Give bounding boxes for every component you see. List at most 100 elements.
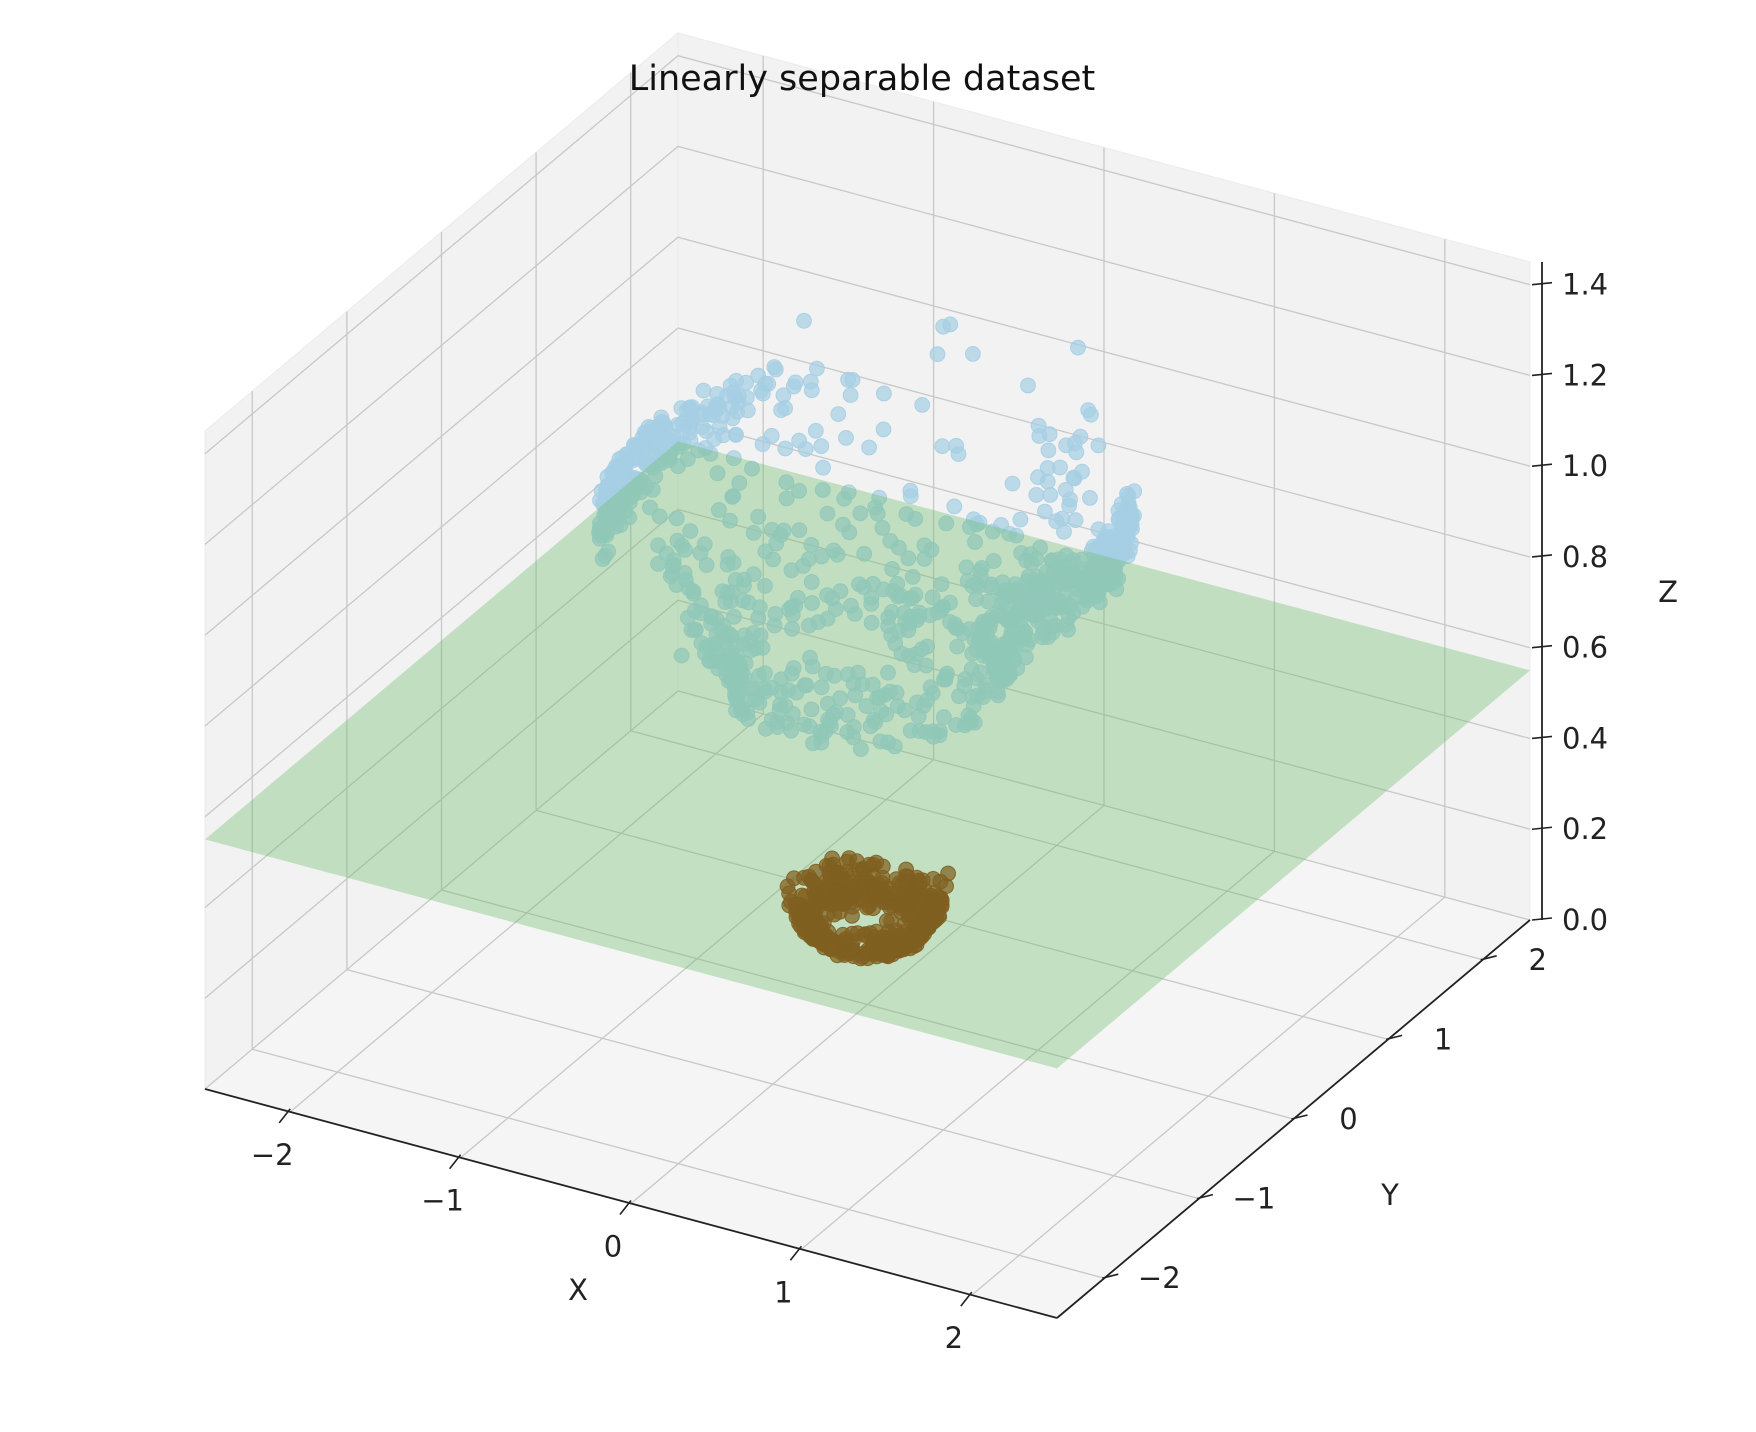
data-point [724, 489, 741, 505]
data-point [695, 382, 712, 399]
chart-title: Linearly separable dataset [629, 59, 1096, 99]
data-point [598, 500, 615, 517]
data-point [844, 907, 860, 924]
data-point [819, 695, 836, 712]
data-point [1083, 543, 1100, 559]
data-point [791, 522, 808, 538]
data-point [757, 578, 773, 594]
data-point [949, 638, 966, 655]
data-point [965, 346, 981, 362]
data-point [876, 385, 892, 402]
data-point [975, 647, 992, 664]
y-axis-label: Y [1380, 1178, 1399, 1212]
x-tick-label: −2 [251, 1138, 294, 1172]
data-point [1048, 513, 1065, 530]
data-point [696, 536, 713, 553]
data-point [950, 446, 967, 463]
data-point [976, 615, 993, 632]
data-point [1070, 339, 1086, 356]
data-point [731, 475, 748, 491]
data-point [904, 569, 921, 585]
data-point [960, 707, 977, 724]
data-point [669, 532, 686, 549]
data-point [784, 606, 801, 623]
data-point [862, 925, 879, 941]
data-point [1005, 638, 1022, 654]
data-point [711, 399, 728, 416]
decision-plane [205, 441, 1530, 1069]
data-point [838, 430, 854, 446]
z-tick [1531, 644, 1553, 649]
data-point [880, 664, 896, 681]
data-point [806, 908, 822, 925]
data-point [750, 367, 767, 384]
data-point [929, 346, 946, 363]
data-point [883, 897, 900, 914]
data-point [797, 441, 814, 458]
data-point [1067, 512, 1084, 529]
data-point [737, 655, 754, 672]
data-point [751, 599, 768, 616]
data-point [842, 387, 859, 404]
data-point [858, 698, 875, 714]
data-point [902, 488, 919, 505]
data-point [791, 483, 807, 499]
data-point [985, 523, 1001, 540]
data-point [1056, 523, 1072, 540]
data-point [852, 505, 869, 522]
z-tick [1531, 735, 1553, 740]
data-point [751, 667, 768, 684]
z-tick-label: 1.0 [1562, 449, 1608, 483]
z-tick [1531, 917, 1553, 921]
data-point [1083, 406, 1099, 423]
x-tick-label: 1 [774, 1275, 792, 1309]
data-point [875, 421, 892, 438]
data-point [819, 505, 836, 522]
grid-line-z [204, 508, 1531, 908]
data-point [796, 312, 812, 329]
y-tick-label: 0 [1339, 1102, 1357, 1136]
data-point [744, 460, 760, 477]
data-point [735, 636, 752, 653]
data-point [880, 618, 897, 634]
data-point [974, 560, 990, 576]
y-tick-label: 1 [1434, 1022, 1452, 1056]
data-point [685, 583, 702, 600]
data-point [767, 606, 784, 622]
data-point [1042, 487, 1059, 503]
data-point [767, 361, 784, 378]
data-point [998, 585, 1014, 602]
data-point [1028, 487, 1045, 503]
data-point [935, 599, 952, 615]
data-point [1018, 552, 1035, 569]
data-point [869, 505, 886, 522]
z-tick-label: 0.6 [1562, 631, 1608, 665]
data-point [924, 685, 941, 702]
data-point [1020, 377, 1036, 394]
data-point [924, 589, 941, 606]
data-point [778, 474, 795, 491]
data-point [1040, 442, 1057, 459]
data-point [933, 576, 950, 592]
data-point [906, 657, 923, 673]
z-tick [1531, 463, 1553, 468]
data-point [803, 574, 820, 590]
y-tick [1196, 1193, 1214, 1200]
data-point [790, 590, 806, 606]
data-point [900, 550, 917, 567]
data-point [765, 551, 781, 568]
data-point [764, 679, 780, 696]
data-point [594, 551, 611, 567]
grid-line-z [204, 599, 1531, 999]
data-point [871, 689, 888, 706]
data-point [913, 641, 930, 658]
data-point [813, 679, 830, 696]
data-point [863, 614, 880, 631]
data-point [935, 709, 952, 726]
z-axis-label: Z [1658, 575, 1678, 609]
x-axis-line [204, 1088, 1058, 1319]
y-tick [1102, 1273, 1119, 1279]
data-point [951, 688, 967, 705]
data-point [942, 614, 958, 630]
axis-ticks: −2 −1 0 1 2 −2 −1 0 1 2 0.0 0.2 0.4 0.6 0.8 1.0 1.2 1.4 [251, 268, 1608, 1355]
